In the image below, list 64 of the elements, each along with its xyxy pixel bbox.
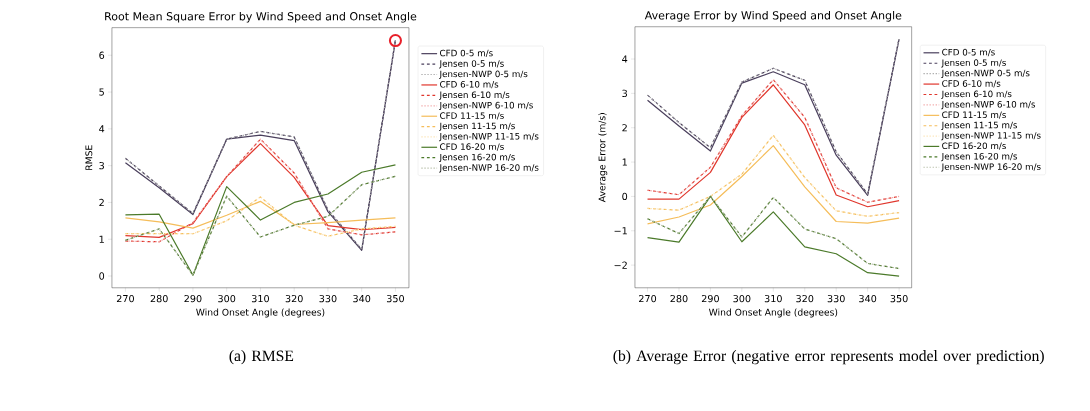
legend-label: CFD 16-20 m/s xyxy=(942,142,1006,150)
legend-label: Jensen-NWP 0-5 m/s xyxy=(439,70,528,79)
legend-label: Jensen-NWP 6-10 m/s xyxy=(941,100,1036,110)
legend-label: CFD 6-10 m/s xyxy=(440,80,499,89)
x-tick-label: 280 xyxy=(150,294,168,303)
legend-label: Jensen 6-10 m/s xyxy=(941,90,1012,99)
chart-title: Average Error by Wind Speed and Onset Angle xyxy=(644,10,902,22)
x-tick-label: 290 xyxy=(701,294,719,303)
y-tick-label: 6 xyxy=(99,51,105,59)
y-axis-title: Average Error (m/s) xyxy=(598,112,608,202)
x-axis-title: Wind Onset Angle (degrees) xyxy=(708,308,838,318)
x-tick-label: 350 xyxy=(890,294,908,303)
x-tick-label: 320 xyxy=(285,294,303,303)
y-tick-label: 4 xyxy=(99,125,105,133)
legend-label: Jensen-NWP 16-20 m/s xyxy=(439,164,539,173)
x-tick-label: 270 xyxy=(116,294,134,303)
y-tick-label: 0 xyxy=(622,192,628,200)
x-tick-label: 340 xyxy=(859,294,877,303)
legend-label: Jensen-NWP 0-5 m/s xyxy=(941,69,1030,78)
x-tick-label: 290 xyxy=(184,294,202,303)
y-tick-label: 4 xyxy=(622,55,628,63)
text: (a) RMSE xyxy=(229,349,294,365)
legend-label: Jensen-NWP 11-15 m/s xyxy=(439,132,539,141)
legend-label: CFD 11-15 m/s xyxy=(440,112,504,120)
legend-label: Jensen-NWP 6-10 m/s xyxy=(439,101,533,110)
y-tick-label: −2 xyxy=(614,261,627,269)
legend-label: CFD 0-5 m/s xyxy=(440,49,493,57)
x-tick-label: 320 xyxy=(796,294,814,303)
x-tick-label: 330 xyxy=(319,294,337,303)
y-tick-label: 2 xyxy=(99,198,104,206)
y-tick-label: 5 xyxy=(99,88,104,96)
y-axis-title: RMSE xyxy=(85,145,93,170)
x-tick-label: 280 xyxy=(670,294,688,303)
y-tick-label: 3 xyxy=(99,161,104,170)
legend-label: Jensen 0-5 m/s xyxy=(941,59,1006,68)
y-tick-label: 2 xyxy=(622,123,627,132)
legend-label: Jensen 0-5 m/s xyxy=(439,59,504,69)
y-tick-label: −1 xyxy=(614,227,627,235)
legend-label: CFD 6-10 m/s xyxy=(942,79,1001,88)
y-tick-label: 3 xyxy=(622,89,627,97)
x-tick-label: 300 xyxy=(218,294,236,303)
legend-label: Jensen 11-15 m/s xyxy=(941,121,1018,130)
text: (b) Average Error (negative error represents model over prediction) xyxy=(613,349,1044,365)
y-tick-label: 1 xyxy=(99,235,104,243)
legend-label: CFD 16-20 m/s xyxy=(440,143,504,151)
x-tick-label: 340 xyxy=(353,294,371,303)
x-tick-label: 330 xyxy=(827,294,845,303)
legend-label: Jensen-NWP 11-15 m/s xyxy=(941,131,1041,141)
legend-label: Jensen 6-10 m/s xyxy=(439,91,510,100)
legend-label: Jensen-NWP 16-20 m/s xyxy=(941,163,1041,172)
legend-label: CFD 0-5 m/s xyxy=(942,48,995,56)
y-tick-label: 1 xyxy=(622,158,627,166)
y-tick-label: 0 xyxy=(99,272,105,280)
x-tick-label: 310 xyxy=(251,294,269,303)
x-tick-label: 350 xyxy=(386,294,405,303)
x-tick-label: 270 xyxy=(639,294,657,303)
legend-label: Jensen 16-20 m/s xyxy=(941,152,1018,161)
legend-label: CFD 11-15 m/s xyxy=(942,111,1006,119)
x-tick-label: 310 xyxy=(764,294,782,303)
x-axis-title: Wind Onset Angle (degrees) xyxy=(196,308,325,318)
x-tick-label: 300 xyxy=(733,294,751,303)
legend-label: Jensen 11-15 m/s xyxy=(439,122,515,131)
chart-title: Root Mean Square Error by Wind Speed and Onset Angle xyxy=(105,11,417,23)
legend-label: Jensen 16-20 m/s xyxy=(439,153,515,162)
